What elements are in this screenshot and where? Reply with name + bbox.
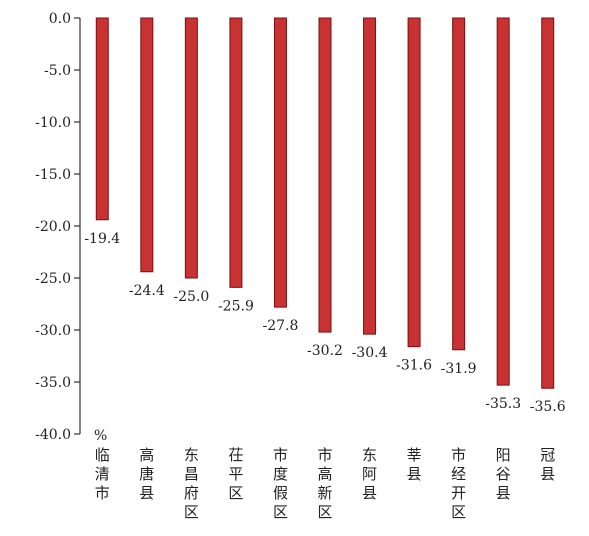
category-label: 东昌府区	[184, 446, 199, 521]
y-tick-label: -5.0	[44, 63, 71, 79]
bar	[363, 17, 377, 335]
data-label: -35.3	[485, 396, 521, 412]
data-label: -31.6	[396, 358, 432, 374]
category-label: 东阿县	[362, 446, 377, 502]
bar	[95, 17, 109, 221]
bar	[452, 17, 466, 351]
category-label: 阳谷县	[496, 446, 511, 502]
category-label: 市度假区	[273, 446, 288, 521]
category-label: 临清市	[95, 446, 110, 502]
data-label: -35.6	[530, 399, 566, 415]
y-tick-label: -40.0	[35, 427, 71, 443]
data-label: -25.9	[218, 298, 254, 314]
category-label: 茌平区	[228, 446, 243, 502]
y-tick-label: -20.0	[35, 219, 71, 235]
data-label: -24.4	[129, 283, 165, 299]
bar	[273, 17, 287, 308]
bar-series	[95, 17, 555, 389]
data-label: -30.2	[307, 343, 343, 359]
category-label: 高唐县	[139, 446, 154, 502]
y-tick-label: -10.0	[35, 115, 71, 131]
category-label: 市高新区	[317, 446, 332, 521]
y-tick-label: -15.0	[35, 167, 71, 183]
data-labels: -19.4 -24.4 -25.0 -25.9 -27.8 -30.2 -30.4 -31.6…	[84, 231, 565, 415]
category-label: 莘县	[407, 446, 422, 483]
data-label: -31.9	[441, 361, 477, 377]
data-label: -25.0	[173, 289, 209, 305]
y-axis: 0.0 -5.0 -10.0 -15.0 -20.0 -25.0 -30.0 -35.0 -40…	[35, 11, 81, 443]
y-tick-label: -25.0	[35, 271, 71, 287]
y-tick-label: 0.0	[49, 11, 71, 27]
data-label: -19.4	[84, 231, 120, 247]
bar	[229, 17, 243, 288]
y-tick-label: -35.0	[35, 375, 71, 391]
bar	[318, 17, 332, 333]
category-label: 市经开区	[451, 446, 466, 521]
bar	[407, 17, 421, 348]
data-label: -27.8	[263, 318, 299, 334]
category-label: 冠县	[540, 446, 555, 483]
bar	[184, 17, 198, 279]
category-labels: 临清市 高唐县 东昌府区 茌平区 市度假区 市高新区 东阿县 莘县 市经开区 阳谷县 冠县	[95, 446, 555, 521]
bar	[140, 17, 154, 273]
data-label: -30.4	[352, 345, 388, 361]
y-tick-label: -30.0	[35, 323, 71, 339]
unit-label: %	[94, 428, 107, 444]
bar	[541, 17, 555, 389]
bar	[496, 17, 510, 386]
